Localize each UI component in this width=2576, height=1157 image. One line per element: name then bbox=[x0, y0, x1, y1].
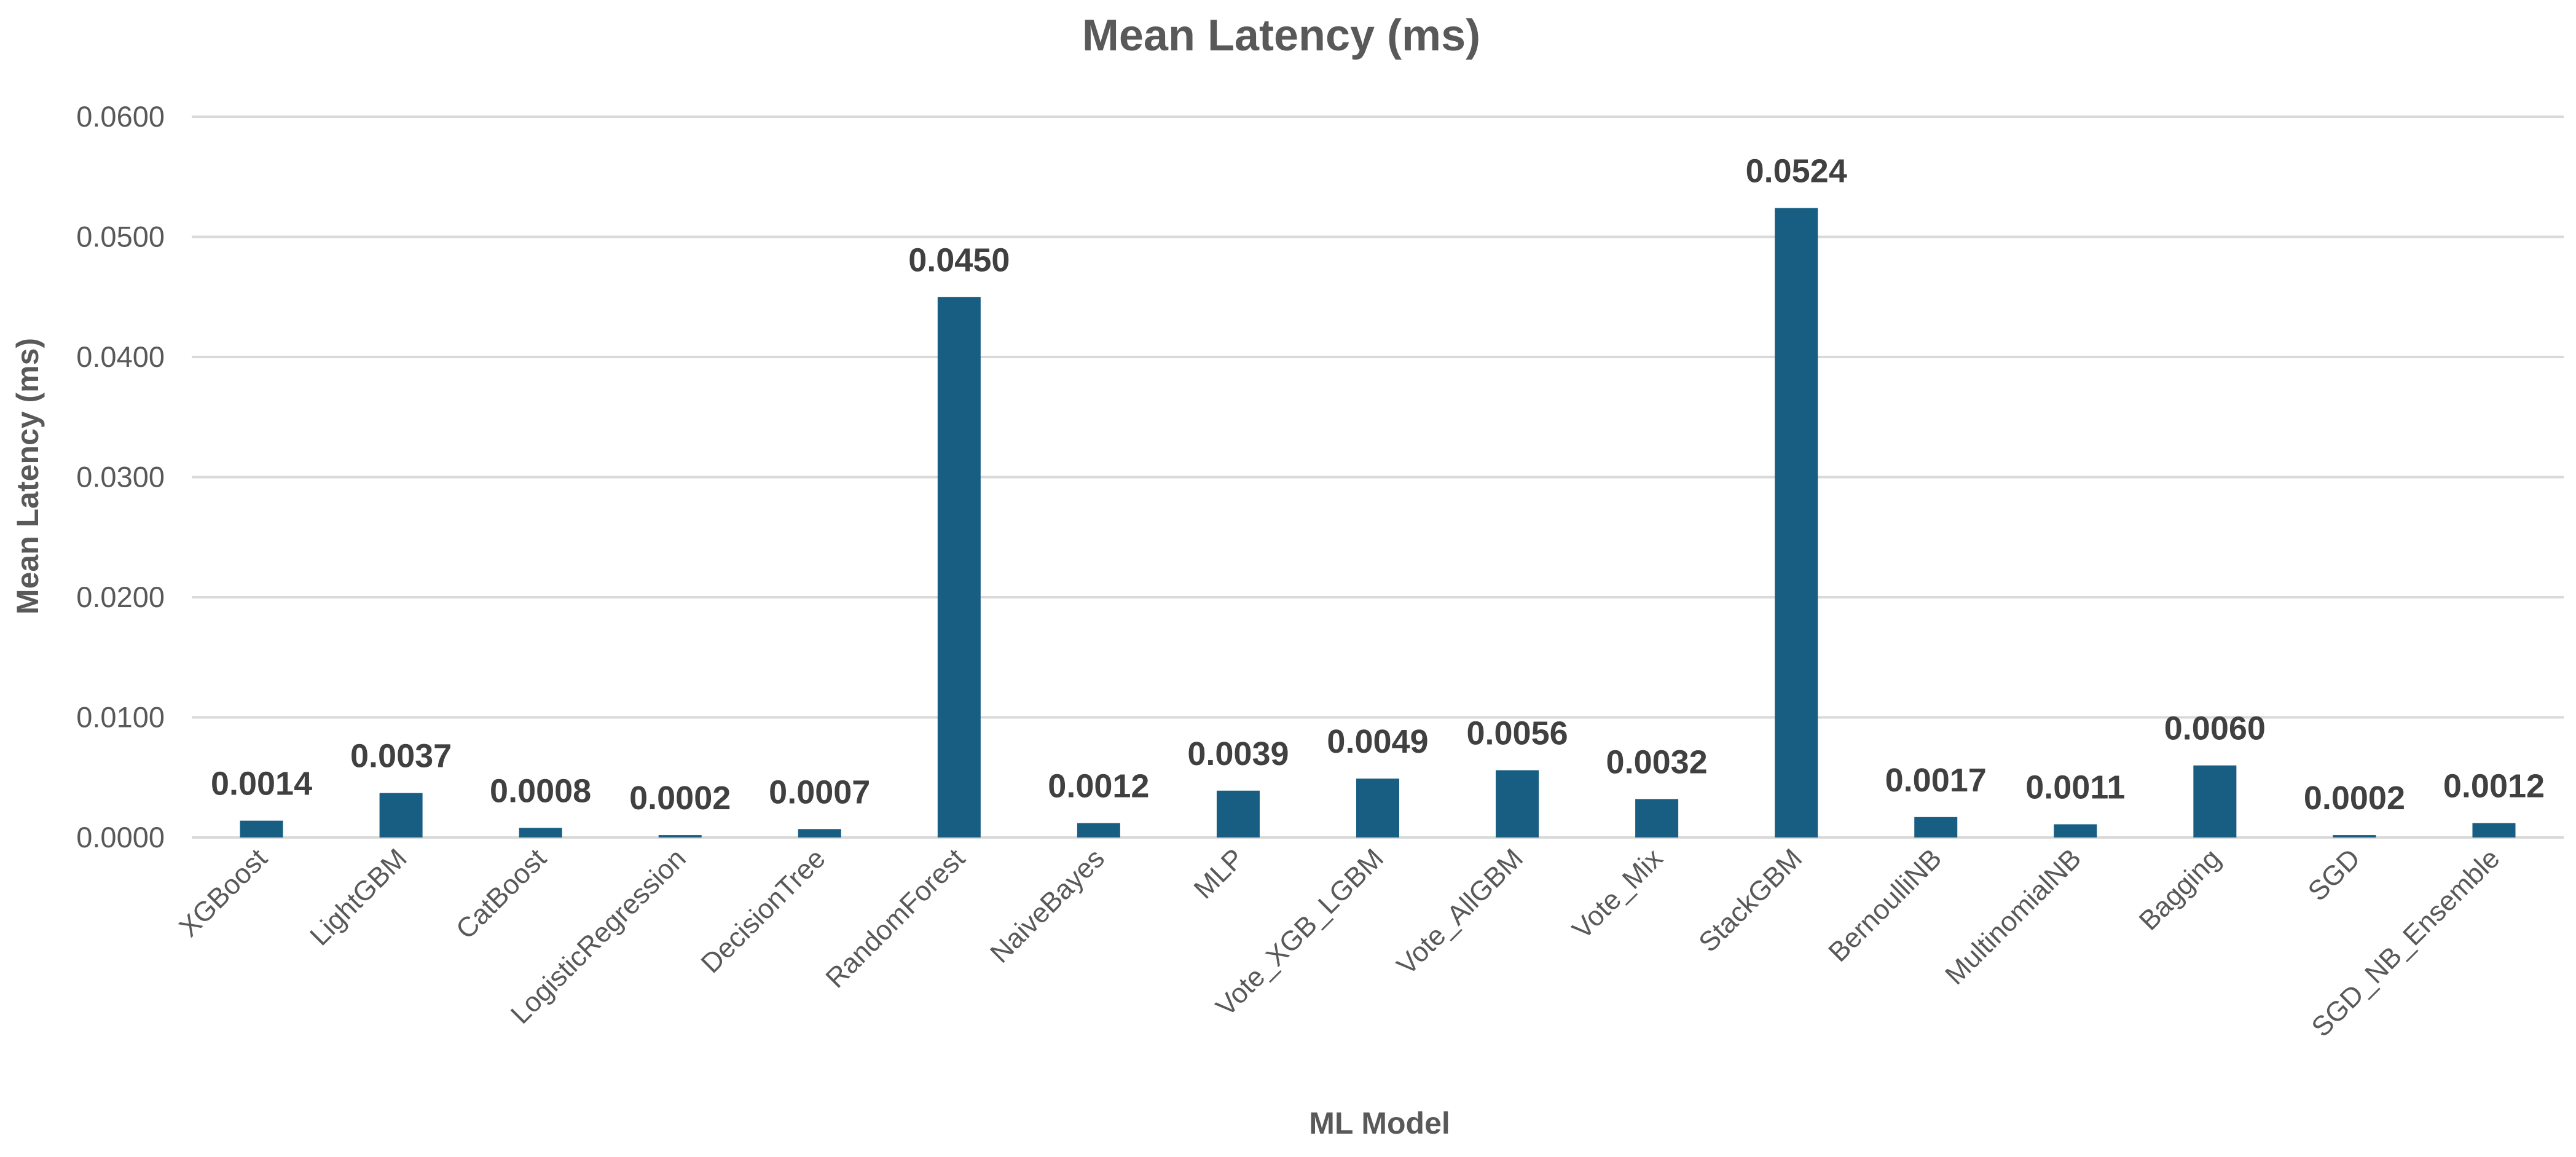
data-label: 0.0007 bbox=[769, 774, 870, 810]
bar bbox=[658, 835, 702, 837]
x-axis-title: ML Model bbox=[1309, 1106, 1450, 1140]
data-label: 0.0012 bbox=[1048, 768, 1149, 805]
x-category-label: LightGBM bbox=[304, 842, 413, 952]
data-label: 0.0008 bbox=[490, 772, 591, 809]
data-label: 0.0524 bbox=[1746, 153, 1847, 190]
data-label: 0.0450 bbox=[908, 241, 1010, 278]
bar bbox=[2193, 765, 2237, 837]
bar bbox=[1775, 208, 1818, 838]
x-category-label: DecisionTree bbox=[694, 842, 831, 979]
y-axis-title: Mean Latency (ms) bbox=[10, 338, 45, 614]
x-category-label: MultinomialNB bbox=[1939, 842, 2087, 990]
data-label: 0.0017 bbox=[1885, 762, 1987, 799]
y-tick-label: 0.0200 bbox=[76, 581, 165, 613]
x-category-label: MLP bbox=[1188, 842, 1250, 904]
x-category-label: XGBoost bbox=[173, 842, 273, 943]
y-tick-label: 0.0400 bbox=[76, 340, 165, 373]
chart-title: Mean Latency (ms) bbox=[1082, 11, 1480, 60]
x-axis-categories: XGBoost LightGBM CatBoostLogisticRegressio… bbox=[173, 842, 2505, 1043]
data-label: 0.0032 bbox=[1606, 743, 1708, 780]
y-tick-label: 0.0500 bbox=[76, 221, 165, 253]
x-category-label: NaiveBayes bbox=[984, 842, 1110, 969]
x-category-label: CatBoost bbox=[450, 842, 552, 945]
y-axis-ticks: 0.0000 0.0100 0.0200 0.0300 0.0400 0.0500 0.06… bbox=[76, 100, 165, 853]
bar bbox=[519, 828, 562, 837]
data-label: 0.0037 bbox=[350, 738, 452, 775]
y-tick-label: 0.0100 bbox=[76, 701, 165, 734]
bar bbox=[1496, 770, 1539, 837]
x-category-label: BernoulliNB bbox=[1822, 842, 1947, 968]
bar bbox=[2472, 823, 2516, 837]
bar bbox=[1356, 779, 1399, 837]
y-tick-label: 0.0300 bbox=[76, 461, 165, 493]
x-category-label: RandomForest bbox=[819, 842, 971, 994]
data-label: 0.0002 bbox=[2304, 780, 2405, 817]
bar bbox=[937, 297, 981, 837]
y-tick-label: 0.0600 bbox=[76, 100, 165, 133]
data-label: 0.0011 bbox=[2025, 769, 2125, 806]
data-label: 0.0049 bbox=[1327, 723, 1428, 760]
x-category-label: Vote_AllGBM bbox=[1391, 842, 1529, 981]
x-category-label: Bagging bbox=[2133, 842, 2227, 936]
gridlines bbox=[192, 116, 2564, 839]
x-category-label: Vote_Mix bbox=[1566, 842, 1668, 945]
data-label: 0.0056 bbox=[1466, 715, 1568, 752]
bar bbox=[798, 829, 841, 837]
data-label: 0.0012 bbox=[2443, 768, 2545, 805]
x-category-label: SGD bbox=[2301, 842, 2366, 907]
y-tick-label: 0.0000 bbox=[76, 821, 165, 853]
bar bbox=[1914, 817, 1958, 837]
x-category-label: StackGBM bbox=[1692, 842, 1808, 958]
bar bbox=[1635, 799, 1679, 837]
data-label: 0.0002 bbox=[629, 780, 731, 817]
bar bbox=[2054, 824, 2097, 837]
data-labels: 0.0014 0.0037 0.0008 0.0002 0.0007 0.0450 0.00… bbox=[211, 153, 2545, 817]
data-label: 0.0014 bbox=[211, 766, 312, 802]
bars bbox=[240, 208, 2516, 838]
bar bbox=[1077, 823, 1120, 837]
bar bbox=[2333, 835, 2376, 837]
bar bbox=[1216, 790, 1260, 837]
data-label: 0.0039 bbox=[1187, 735, 1289, 772]
bar bbox=[240, 820, 283, 837]
data-label: 0.0060 bbox=[2164, 710, 2266, 747]
bar bbox=[379, 793, 423, 837]
